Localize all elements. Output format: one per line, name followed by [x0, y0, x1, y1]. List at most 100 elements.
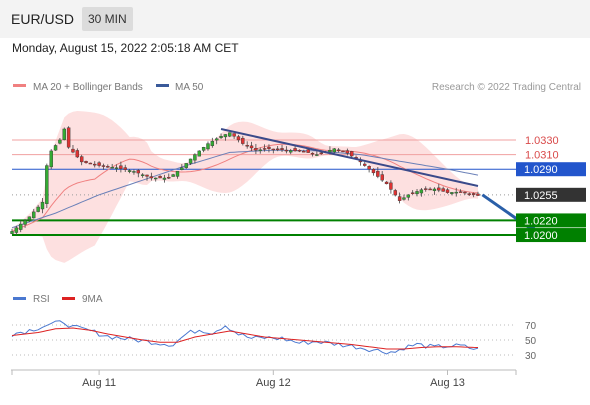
rsi-panel: 70 50 30: [11, 320, 537, 362]
candle-body: [71, 148, 75, 153]
candle: [123, 164, 127, 173]
candle-body: [145, 174, 149, 177]
candle: [175, 170, 180, 179]
candle-body: [241, 137, 245, 144]
candle: [249, 141, 254, 151]
candle: [206, 141, 210, 151]
candle: [284, 146, 289, 154]
candle-body: [197, 150, 201, 157]
candle: [97, 161, 101, 168]
candle-body: [428, 188, 432, 191]
candle: [376, 167, 380, 179]
support-level-tag: [516, 213, 586, 228]
candle: [45, 163, 49, 208]
candle-body: [319, 152, 323, 154]
candle-body: [228, 132, 232, 137]
candle: [214, 137, 219, 145]
candle: [62, 127, 66, 141]
candle: [197, 150, 201, 157]
candle: [158, 175, 162, 179]
candle: [367, 165, 371, 173]
candle: [49, 149, 53, 170]
candle-body: [328, 149, 332, 153]
candle: [10, 228, 14, 235]
legend-swatch-ma50: [156, 84, 169, 87]
candle-body: [184, 163, 188, 168]
candle-body: [101, 165, 106, 167]
candle-body: [106, 166, 110, 168]
legend-swatch-9ma: [62, 297, 75, 300]
pivot-level-label: 1.0290: [524, 164, 558, 176]
candle-body: [49, 150, 53, 168]
candle: [350, 150, 354, 158]
x-axis-ticks: Aug 11 Aug 12 Aug 13: [11, 370, 517, 389]
candle-body: [384, 181, 389, 185]
candle: [180, 164, 184, 171]
candle-body: [119, 165, 123, 169]
trendline: [220, 127, 479, 188]
candle-body: [380, 174, 384, 181]
candle: [289, 148, 293, 155]
candle: [114, 164, 119, 172]
candle: [389, 180, 393, 194]
candle: [384, 181, 389, 185]
candle: [445, 188, 450, 194]
candle-body: [262, 148, 267, 150]
candle: [154, 177, 158, 182]
candle: [254, 143, 258, 155]
candle-body: [93, 163, 97, 166]
candle: [437, 183, 441, 193]
candle: [463, 191, 467, 195]
candle: [75, 148, 80, 159]
candle-body: [23, 220, 27, 225]
candle: [19, 220, 23, 233]
candle: [219, 133, 223, 139]
candle: [162, 174, 167, 183]
candle-body: [14, 227, 19, 233]
legend-label-9ma: 9MA: [82, 294, 103, 305]
candle: [267, 144, 271, 153]
candle-body: [258, 149, 262, 151]
candle: [58, 137, 62, 145]
candle-body: [402, 197, 406, 200]
x-tick-label: Aug 12: [256, 377, 291, 389]
candle-body: [201, 147, 206, 151]
timeframe-button[interactable]: 30 MIN: [82, 7, 133, 31]
candle-body: [254, 147, 258, 151]
candle-body: [193, 154, 197, 161]
candle: [223, 134, 228, 141]
candle-body: [114, 167, 119, 169]
candle: [201, 146, 206, 153]
candle-body: [27, 216, 32, 220]
candle: [341, 150, 345, 153]
candle-body: [467, 193, 471, 195]
candle: [14, 225, 19, 235]
candle-body: [454, 191, 458, 194]
candle: [454, 187, 458, 197]
candle: [275, 145, 280, 152]
candle-body: [410, 192, 415, 194]
candle: [132, 169, 136, 175]
candle: [393, 188, 397, 197]
candle: [119, 161, 123, 173]
candle-body: [53, 145, 58, 151]
candle-body: [171, 174, 175, 177]
candle: [88, 162, 93, 165]
candle-body: [345, 150, 350, 154]
candle-body: [188, 158, 193, 164]
candle: [428, 187, 432, 191]
candle: [71, 145, 75, 154]
candle: [262, 144, 267, 152]
candle-body: [127, 170, 132, 172]
candle: [106, 164, 110, 168]
resistance-level-label: 1.0330: [525, 135, 559, 147]
candle: [101, 163, 106, 170]
candle-body: [419, 189, 424, 194]
rsi-level-label: 70: [525, 321, 537, 332]
candle: [310, 152, 315, 157]
candle-body: [350, 151, 354, 157]
candle-body: [376, 170, 380, 177]
candle: [380, 171, 384, 182]
candle-body: [463, 191, 467, 194]
candle-body: [389, 182, 393, 190]
